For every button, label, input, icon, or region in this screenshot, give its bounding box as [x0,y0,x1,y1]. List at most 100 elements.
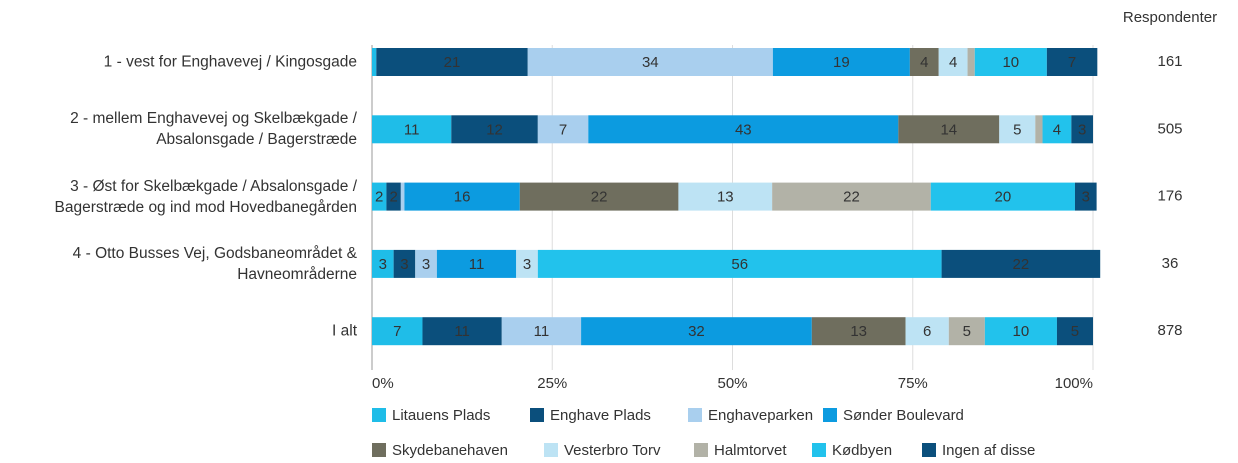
legend-label: Enghave Plads [550,407,651,424]
value-label: 6 [923,323,931,340]
value-label: 11 [404,121,420,138]
respondents: 36 [1162,255,1179,272]
value-label: 32 [688,323,705,340]
bar-segment [537,115,589,144]
value-label: 34 [642,54,659,71]
bar-segment [999,115,1036,144]
bar-segment [372,182,387,211]
legend-swatch [688,408,702,422]
bar-segment [909,48,939,76]
bar-segment [678,182,773,211]
bar-segment [422,317,502,346]
value-label: 5 [963,323,971,340]
bar-segment [393,249,416,278]
bar-segment [1071,115,1093,144]
legend-swatch [694,443,708,457]
value-label: 10 [1002,54,1019,71]
value-label: 3 [379,256,387,273]
legend-label: Kødbyen [832,442,892,459]
value-label: 3 [400,256,408,273]
respondents: 161 [1157,53,1182,70]
bar-segment [772,182,931,211]
bar-segment [376,48,528,76]
bar-segment [948,317,985,346]
bar-segment [400,182,405,211]
value-label: 2 [375,189,383,206]
value-label: 21 [444,54,461,71]
value-label: 7 [559,121,567,138]
legend-label: Litauens Plads [392,407,490,424]
bar-segment [967,48,975,76]
bar-segment [581,317,812,346]
value-label: 22 [843,189,860,206]
bar-segment [905,317,949,346]
value-label: 22 [1013,256,1030,273]
legend-label: Vesterbro Torv [564,442,661,459]
legend-swatch [544,443,558,457]
x-tick-label: 100% [1055,375,1093,392]
respondents: 176 [1157,188,1182,205]
respondents-header: Respondenter [1123,9,1217,26]
value-label: 7 [1068,54,1076,71]
value-label: 13 [850,323,867,340]
legend-swatch [372,408,386,422]
bar-segment [527,48,773,76]
bar-segment [404,182,520,211]
value-label: 3 [523,256,531,273]
bar-segment [974,48,1047,76]
category-label: I alt [332,322,357,340]
x-tick-label: 75% [898,375,928,392]
category-label: 4 - Otto Busses Vej, Godsbaneområdet & H… [72,244,357,283]
value-label: 7 [393,323,401,340]
respondents: 878 [1157,322,1182,339]
value-label: 11 [454,323,470,340]
value-label: 20 [995,189,1012,206]
bar-segment [386,182,401,211]
value-label: 11 [469,256,485,273]
bar-segment [415,249,437,278]
legend-swatch [922,443,936,457]
value-label: 4 [920,54,928,71]
bar-segment [930,182,1075,211]
value-label: 13 [717,189,734,206]
legend-swatch [372,443,386,457]
value-label: 43 [735,121,752,138]
legend-swatch [812,443,826,457]
category-label: 1 - vest for Enghavevej / Kingosgade [103,53,357,71]
legend-label: Ingen af disse [942,442,1035,459]
category-label: 2 - mellem Enghavevej og Skelbækgade / A… [70,110,357,149]
value-label: 3 [1078,121,1086,138]
bar-segment [938,48,968,76]
respondents: 505 [1157,120,1182,137]
bar-segment [372,317,423,346]
legend-swatch [823,408,837,422]
category-label: 3 - Øst for Skelbækgade / Absalonsgade /… [54,177,357,216]
legend-label: Skydebanehaven [392,442,508,459]
bar-segment [516,249,538,278]
bar-segment [372,48,377,76]
value-label: 2 [389,189,397,206]
x-tick-label: 25% [537,375,567,392]
bar-segment [519,182,679,211]
bar-segment [984,317,1057,346]
bar-segment [1042,115,1072,144]
bar-segment [1074,182,1097,211]
legend-label: Sønder Boulevard [843,407,964,424]
value-label: 3 [1082,189,1090,206]
bar-segment [772,48,910,76]
value-label: 14 [940,121,957,138]
value-label: 12 [486,121,503,138]
bar-segment [372,115,452,144]
value-label: 4 [1053,121,1061,138]
bar-segment [1056,317,1093,346]
bar-segment [898,115,1000,144]
value-label: 11 [534,323,550,340]
bar-segment [501,317,582,346]
value-label: 16 [454,189,471,206]
value-label: 3 [422,256,430,273]
bar-segment [1046,48,1098,76]
value-label: 22 [591,189,608,206]
bar-segment [372,249,394,278]
